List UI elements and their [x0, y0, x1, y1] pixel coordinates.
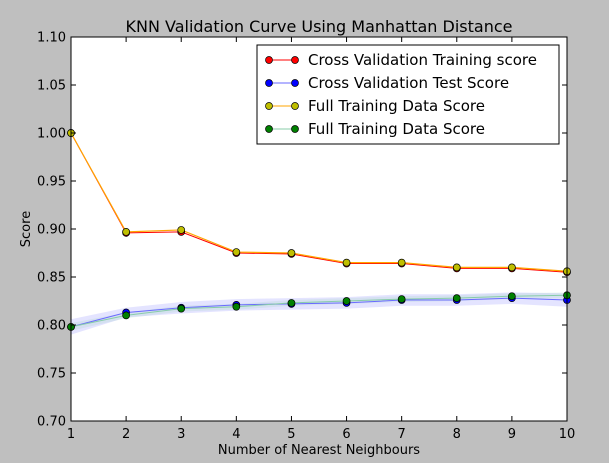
legend-box [256, 44, 560, 145]
x-tick-label: 7 [398, 427, 406, 442]
legend-marker-end-3 [291, 125, 299, 133]
y-tick-label: 0.75 [37, 367, 66, 382]
line-series-1 [70, 297, 568, 328]
series-lines [70, 132, 568, 328]
y-tick-label: 0.90 [37, 223, 66, 238]
x-tick-label: 5 [287, 427, 295, 442]
point-series-2-6 [397, 258, 406, 267]
y-axis-label: Score [19, 211, 34, 247]
x-tick-label: 2 [122, 427, 130, 442]
point-series-3-3 [232, 302, 241, 311]
point-series-3-2 [177, 304, 186, 313]
legend-marker-end-2 [291, 102, 299, 110]
point-series-2-3 [232, 248, 241, 256]
point-series-2-2 [177, 226, 186, 234]
point-series-2-7 [452, 263, 461, 272]
y-tick-label: 0.70 [37, 415, 66, 430]
y-tick-label: 1.00 [37, 127, 66, 142]
legend-label-2: Full Training Data Score [308, 97, 485, 115]
legend-marker-3 [265, 125, 273, 133]
legend-marker-end-1 [291, 79, 299, 87]
point-series-2-5 [342, 258, 351, 267]
point-series-3-6 [397, 295, 406, 303]
point-series-2-8 [508, 263, 516, 272]
x-tick-label: 1 [67, 427, 75, 442]
point-series-3-5 [342, 297, 351, 305]
y-tick-label: 1.10 [37, 31, 66, 46]
x-axis: 1 2 3 4 5 6 7 8 9 10 [67, 37, 575, 442]
x-tick-label: 10 [559, 427, 576, 442]
x-tick-label: 4 [232, 427, 240, 442]
point-series-2-1 [122, 228, 130, 236]
point-series-3-8 [508, 292, 516, 301]
point-series-3-1 [122, 311, 130, 320]
y-tick-label: 0.85 [37, 271, 66, 286]
x-tick-label: 3 [177, 427, 185, 442]
y-tick-label: 0.80 [37, 319, 66, 334]
line-series-2 [70, 132, 568, 272]
y-tick-label: 0.95 [37, 175, 66, 190]
legend: Cross Validation Training score Cross Val… [256, 44, 560, 145]
legend-label-1: Cross Validation Test Score [308, 74, 509, 92]
chart-title: KNN Validation Curve Using Manhattan Dis… [125, 17, 512, 36]
x-tick-label: 6 [342, 427, 350, 442]
y-tick-label: 1.05 [37, 79, 66, 94]
x-tick-label: 9 [508, 427, 516, 442]
legend-label-0: Cross Validation Training score [308, 51, 537, 69]
legend-marker-0 [265, 56, 273, 64]
y-axis: 0.70 0.75 0.80 0.85 0.90 0.95 1.00 1.05 1.10 [37, 31, 567, 430]
legend-label-3: Full Training Data Score [308, 120, 485, 138]
line-series-3 [70, 294, 568, 328]
line-series-0 [70, 132, 568, 273]
legend-marker-end-0 [291, 56, 299, 64]
band-series-1 [71, 292, 567, 335]
point-series-3-7 [452, 294, 461, 302]
legend-marker-2 [265, 102, 273, 110]
x-axis-label: Number of Nearest Neighbours [218, 443, 420, 458]
point-series-3-4 [287, 299, 296, 307]
point-series-2-4 [287, 249, 296, 257]
x-tick-label: 8 [453, 427, 461, 442]
legend-marker-1 [265, 79, 273, 87]
